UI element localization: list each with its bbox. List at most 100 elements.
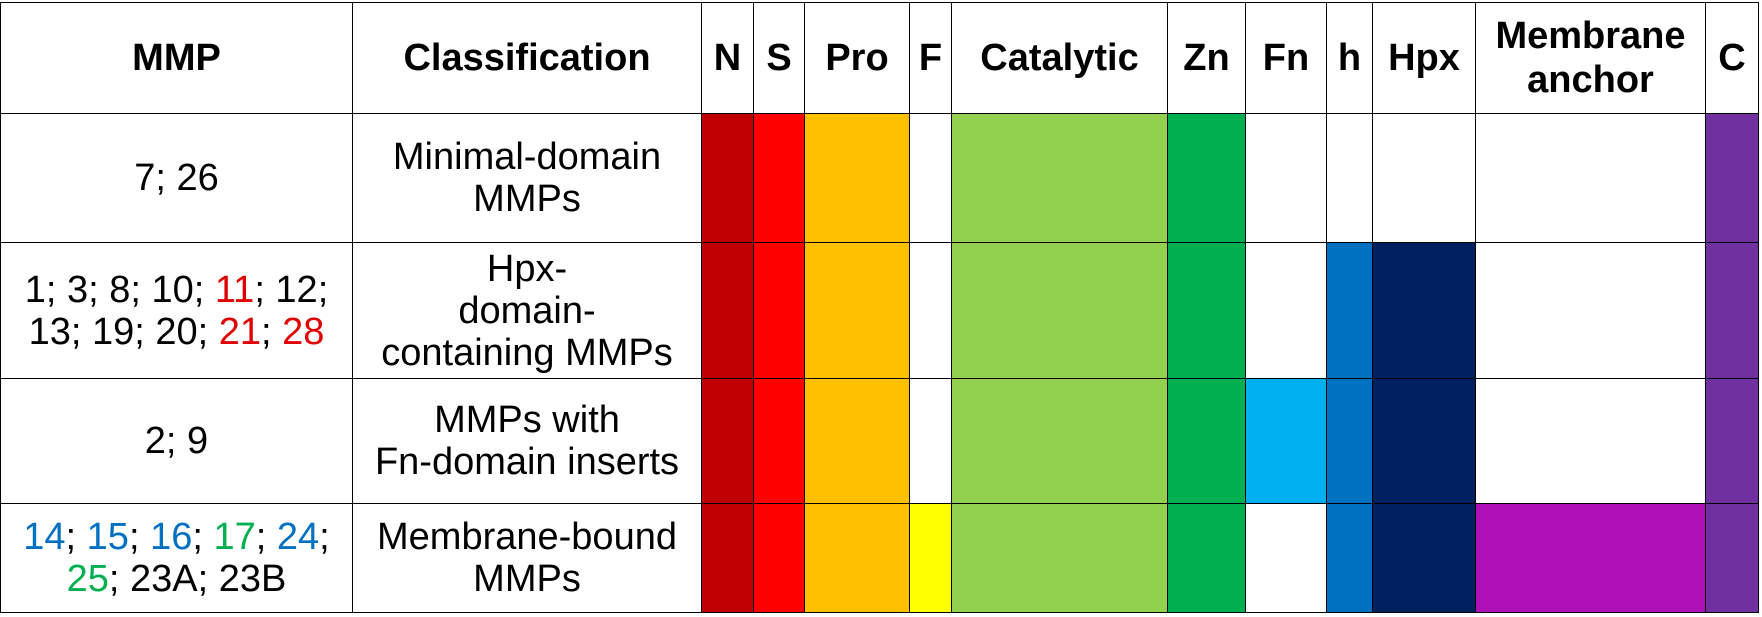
domain-f-cell (909, 242, 952, 379)
header-classification: Classification (352, 2, 702, 114)
domain-catalytic-cell (951, 113, 1168, 243)
header-row: MMP Classification N S Pro F Catalytic Z… (0, 2, 1759, 114)
domain-membrane-anchor-cell (1475, 113, 1706, 243)
domain-h-cell (1326, 378, 1373, 504)
domain-f-cell (909, 378, 952, 504)
table-row: 1; 3; 8; 10; 11; 12; 13; 19; 20; 21; 28 Hp… (0, 242, 1759, 379)
mmp-number: 16 (150, 516, 193, 558)
classification-line: containing MMPs (381, 331, 673, 374)
header-membrane-anchor: Membrane anchor (1475, 2, 1706, 114)
header-catalytic: Catalytic (951, 2, 1168, 114)
mmp-number: ; 23A; 23B (108, 558, 287, 600)
domain-zn-cell (1167, 503, 1246, 613)
domain-c-cell (1705, 503, 1759, 613)
domain-n-cell (701, 242, 754, 379)
domain-fn-cell (1245, 113, 1327, 243)
domain-fn-cell (1245, 378, 1327, 504)
mmp-line: 14; 15; 16; 17; 24; (1, 516, 352, 558)
domain-c-cell (1705, 378, 1759, 504)
domain-h-cell (1326, 242, 1373, 379)
domain-fn-cell (1245, 503, 1327, 613)
header-membrane-anchor-line1: Membrane (1495, 15, 1686, 57)
header-hpx: Hpx (1372, 2, 1476, 114)
classification-cell: MMPs with Fn-domain inserts (352, 378, 702, 504)
domain-h-cell (1326, 113, 1373, 243)
header-mmp: MMP (0, 2, 353, 114)
header-membrane-anchor-line2: anchor (1527, 59, 1654, 101)
mmp-number: ; (65, 516, 87, 558)
mmp-number: ; (128, 516, 151, 558)
mmp-line: 25; 23A; 23B (1, 558, 352, 600)
classification-line: Minimal-domain (392, 136, 662, 178)
classification-line: Fn-domain inserts (374, 441, 680, 483)
domain-zn-cell (1167, 378, 1246, 504)
domain-hpx-cell (1372, 503, 1476, 613)
mmp-number: ; 12; (254, 268, 329, 311)
mmp-cell: 14; 15; 16; 17; 24; 25; 23A; 23B (0, 503, 353, 613)
classification-cell: Hpx-domain-containing MMPs (352, 242, 702, 379)
domain-pro-cell (804, 503, 910, 613)
classification-line: MMPs (473, 178, 581, 220)
domain-s-cell (753, 378, 805, 504)
domain-pro-cell (804, 242, 910, 379)
domain-h-cell (1326, 503, 1373, 613)
domain-hpx-cell (1372, 113, 1476, 243)
domain-c-cell (1705, 242, 1759, 379)
table-row: 14; 15; 16; 17; 24; 25; 23A; 23B Membrane-… (0, 503, 1759, 613)
mmp-number: 1; 3; 8; 10; (24, 268, 215, 311)
domain-s-cell (753, 503, 805, 613)
header-s: S (753, 2, 805, 114)
mmp-number: 11 (214, 268, 255, 311)
domain-f-cell (909, 503, 952, 613)
classification-line: MMPs with (434, 399, 620, 441)
mmp-number: 15 (86, 516, 129, 558)
classification-line: domain- (458, 289, 596, 332)
mmp-number: 7; 26 (134, 157, 219, 199)
domain-membrane-anchor-cell (1475, 242, 1706, 379)
mmp-cell: 7; 26 (0, 113, 353, 243)
domain-catalytic-cell (951, 503, 1168, 613)
mmp-line: 2; 9 (1, 420, 352, 462)
domain-zn-cell (1167, 113, 1246, 243)
domain-pro-cell (804, 113, 910, 243)
mmp-number: 21 (218, 310, 262, 353)
domain-f-cell (909, 113, 952, 243)
classification-line: MMPs (473, 558, 581, 600)
domain-n-cell (701, 378, 754, 504)
domain-fn-cell (1245, 242, 1327, 379)
mmp-number: ; (255, 516, 277, 558)
classification-cell: Membrane-bound MMPs (352, 503, 702, 613)
domain-n-cell (701, 503, 754, 613)
mmp-number: 24 (276, 516, 320, 558)
header-f: F (909, 2, 952, 114)
header-c: C (1705, 2, 1759, 114)
domain-membrane-anchor-cell (1475, 378, 1706, 504)
domain-s-cell (753, 113, 805, 243)
header-h: h (1326, 2, 1373, 114)
domain-n-cell (701, 113, 754, 243)
mmp-number: ; (261, 310, 283, 353)
mmp-number: 2; 9 (144, 420, 209, 462)
domain-membrane-anchor-cell (1475, 503, 1706, 613)
domain-pro-cell (804, 378, 910, 504)
mmp-number: 28 (282, 310, 325, 353)
header-n: N (701, 2, 754, 114)
domain-hpx-cell (1372, 378, 1476, 504)
mmp-cell: 2; 9 (0, 378, 353, 504)
header-pro: Pro (804, 2, 910, 114)
domain-catalytic-cell (951, 242, 1168, 379)
mmp-line: 13; 19; 20; 21; 28 (1, 311, 352, 353)
mmp-number: ; (192, 516, 214, 558)
domain-catalytic-cell (951, 378, 1168, 504)
classification-line: Hpx- (486, 247, 568, 290)
mmp-number: 14 (23, 516, 66, 558)
mmp-line: 1; 3; 8; 10; 11; 12; (1, 269, 352, 311)
header-fn: Fn (1245, 2, 1327, 114)
mmp-cell: 1; 3; 8; 10; 11; 12; 13; 19; 20; 21; 28 (0, 242, 353, 379)
header-zn: Zn (1167, 2, 1246, 114)
mmp-number: 25 (66, 558, 109, 600)
domain-zn-cell (1167, 242, 1246, 379)
classification-cell: Minimal-domain MMPs (352, 113, 702, 243)
domain-c-cell (1705, 113, 1759, 243)
